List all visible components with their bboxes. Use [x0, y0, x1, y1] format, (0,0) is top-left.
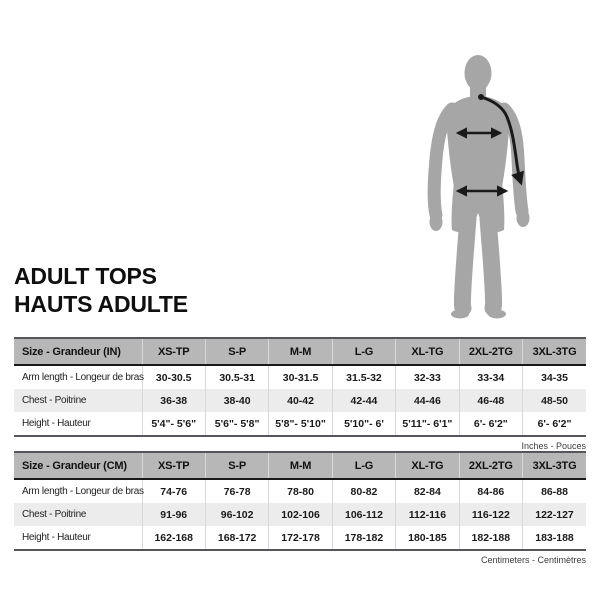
size-column-header: 2XL-2TG — [458, 338, 523, 366]
size-value-cell: 102-106 — [268, 503, 333, 526]
page-title: ADULT TOPS HAUTS ADULTE — [14, 262, 188, 318]
size-value-cell: 48-50 — [522, 389, 586, 412]
size-column-header: L-G — [331, 338, 396, 366]
size-value-cell: 36-38 — [141, 389, 206, 412]
row-label: Arm length - Longeur de bras — [22, 486, 144, 497]
size-value-cell: 5'11"- 6'1" — [395, 412, 460, 436]
size-value-cell: 86-88 — [522, 479, 586, 503]
size-column-header: 3XL-3TG — [522, 338, 586, 366]
table-row: Height - Hauteur 162-168 168-172 172-178 178… — [14, 526, 586, 550]
size-value-cell: 178-182 — [331, 526, 396, 550]
unit-footnote: Centimeters - Centimètres — [480, 555, 586, 565]
size-value-cell: 38-40 — [204, 389, 269, 412]
title-line-en: ADULT TOPS — [14, 263, 157, 289]
size-value-cell: 5'6"- 5'8" — [204, 412, 269, 436]
size-value-cell: 46-48 — [458, 389, 523, 412]
arm-length-measure-line — [478, 94, 524, 186]
size-column-header: XL-TG — [395, 452, 460, 480]
size-value-cell: 6'- 6'2" — [458, 412, 523, 436]
size-value-cell: 76-78 — [204, 479, 269, 503]
size-value-cell: 32-33 — [395, 365, 460, 389]
size-column-header: M-M — [268, 338, 333, 366]
size-value-cell: 116-122 — [458, 503, 523, 526]
size-value-cell: 84-86 — [458, 479, 523, 503]
size-value-cell: 74-76 — [141, 479, 206, 503]
male-silhouette-figure — [390, 25, 600, 325]
table-row: Arm length - Longeur de bras 30-30.5 30.5-… — [14, 365, 586, 389]
size-value-cell: 122-127 — [522, 503, 586, 526]
size-column-header: XS-TP — [141, 452, 206, 480]
size-value-cell: 6'- 6'2" — [522, 412, 586, 436]
size-value-cell: 91-96 — [141, 503, 206, 526]
size-value-cell: 182-188 — [458, 526, 523, 550]
size-value-cell: 42-44 — [331, 389, 396, 412]
size-value-cell: 30-30.5 — [141, 365, 206, 389]
title-line-fr: HAUTS ADULTE — [14, 291, 188, 317]
size-column-header: S-P — [204, 452, 269, 480]
size-unit-header: Size - Grandeur (CM) — [14, 452, 142, 480]
size-value-cell: 162-168 — [141, 526, 206, 550]
unit-footnote: Inches - Pouces — [521, 441, 586, 451]
size-value-cell: 183-188 — [522, 526, 586, 550]
size-column-header: L-G — [331, 452, 396, 480]
size-column-header: M-M — [268, 452, 333, 480]
male-silhouette — [427, 55, 530, 319]
size-value-cell: 112-116 — [395, 503, 460, 526]
size-table-centimeters-block: Size - Grandeur (CM) XS-TP S-P M-M L-G XL-TG 2… — [14, 451, 586, 565]
row-label: Height - Hauteur — [22, 532, 91, 543]
row-label: Arm length - Longeur de bras — [22, 372, 144, 383]
size-value-cell: 31.5-32 — [331, 365, 396, 389]
size-value-cell: 40-42 — [268, 389, 333, 412]
size-column-header: XS-TP — [141, 338, 206, 366]
size-value-cell: 80-82 — [331, 479, 396, 503]
size-value-cell: 5'8"- 5'10" — [268, 412, 333, 436]
size-value-cell: 82-84 — [395, 479, 460, 503]
header-row: Size - Grandeur (CM) XS-TP S-P M-M L-G XL-TG 2… — [14, 452, 586, 480]
row-label: Chest - Poitrine — [22, 395, 87, 406]
row-label: Chest - Poitrine — [22, 509, 87, 520]
size-value-cell: 5'10"- 6' — [331, 412, 396, 436]
size-column-header: XL-TG — [395, 338, 460, 366]
size-table: Size - Grandeur (IN) XS-TP S-P M-M L-G XL-TG 2… — [14, 337, 586, 437]
size-value-cell: 168-172 — [204, 526, 269, 550]
header-row: Size - Grandeur (IN) XS-TP S-P M-M L-G XL-TG 2… — [14, 338, 586, 366]
size-value-cell: 34-35 — [522, 365, 586, 389]
size-value-cell: 44-46 — [395, 389, 460, 412]
size-value-cell: 33-34 — [458, 365, 523, 389]
size-value-cell: 30.5-31 — [204, 365, 269, 389]
table-row: Height - Hauteur 5'4"- 5'6" 5'6"- 5'8" 5'8"… — [14, 412, 586, 436]
size-unit-header: Size - Grandeur (IN) — [14, 338, 142, 366]
size-value-cell: 5'4"- 5'6" — [141, 412, 206, 436]
size-column-header: 3XL-3TG — [522, 452, 586, 480]
size-value-cell: 96-102 — [204, 503, 269, 526]
size-value-cell: 30-31.5 — [268, 365, 333, 389]
size-value-cell: 180-185 — [395, 526, 460, 550]
size-value-cell: 106-112 — [331, 503, 396, 526]
size-table-inches-block: Size - Grandeur (IN) XS-TP S-P M-M L-G XL-TG 2… — [14, 337, 586, 451]
row-label: Height - Hauteur — [22, 418, 91, 429]
table-row: Chest - Poitrine 91-96 96-102 102-106 106-11… — [14, 503, 586, 526]
size-table: Size - Grandeur (CM) XS-TP S-P M-M L-G XL-TG 2… — [14, 451, 586, 551]
size-column-header: S-P — [204, 338, 269, 366]
table-row: Arm length - Longeur de bras 74-76 76-78 78… — [14, 479, 586, 503]
size-value-cell: 78-80 — [268, 479, 333, 503]
size-column-header: 2XL-2TG — [458, 452, 523, 480]
table-row: Chest - Poitrine 36-38 38-40 40-42 42-44 44-4… — [14, 389, 586, 412]
size-value-cell: 172-178 — [268, 526, 333, 550]
